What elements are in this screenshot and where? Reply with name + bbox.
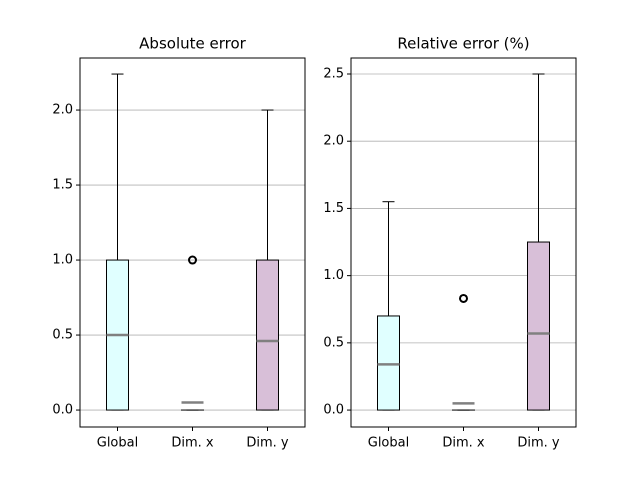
chart-title: Absolute error (139, 35, 246, 53)
y-tick-label: 2.5 (323, 66, 344, 81)
box (377, 315, 400, 411)
y-tick-label: 1.5 (52, 178, 73, 193)
y-tick-label: 0.0 (323, 403, 344, 418)
outlier (188, 255, 197, 265)
y-tick-label: 0.0 (52, 403, 73, 418)
x-tick-label: Dim. x (171, 436, 214, 451)
box (256, 259, 279, 411)
x-tick-label: Dim. x (442, 436, 485, 451)
outlier (459, 293, 468, 303)
y-tick-label: 1.0 (323, 268, 344, 283)
x-tick-label: Global (368, 436, 409, 451)
x-tick-label: Global (97, 436, 138, 451)
y-tick-label: 0.5 (52, 328, 73, 343)
chart-title: Relative error (%) (397, 35, 529, 53)
y-tick-label: 1.5 (323, 201, 344, 216)
y-tick-label: 0.5 (323, 335, 344, 350)
x-tick-label: Dim. y (246, 436, 289, 451)
x-tick-label: Dim. y (517, 436, 560, 451)
box (527, 241, 550, 411)
axes-frame (350, 57, 577, 428)
y-tick-label: 2.0 (323, 134, 344, 149)
y-tick-label: 2.0 (52, 103, 73, 118)
axes-frame (79, 57, 306, 428)
y-tick-label: 1.0 (52, 253, 73, 268)
